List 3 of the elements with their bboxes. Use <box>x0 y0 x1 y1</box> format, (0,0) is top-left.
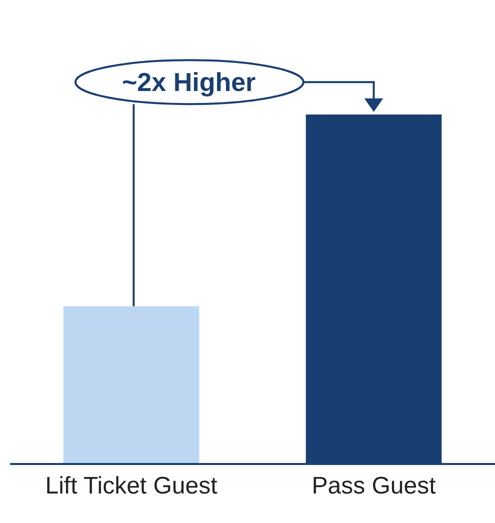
x-tick-label: Pass Guest <box>312 472 436 500</box>
text: ~2x Higher <box>122 67 256 97</box>
x-tick-label: Lift Ticket Guest <box>45 472 218 500</box>
